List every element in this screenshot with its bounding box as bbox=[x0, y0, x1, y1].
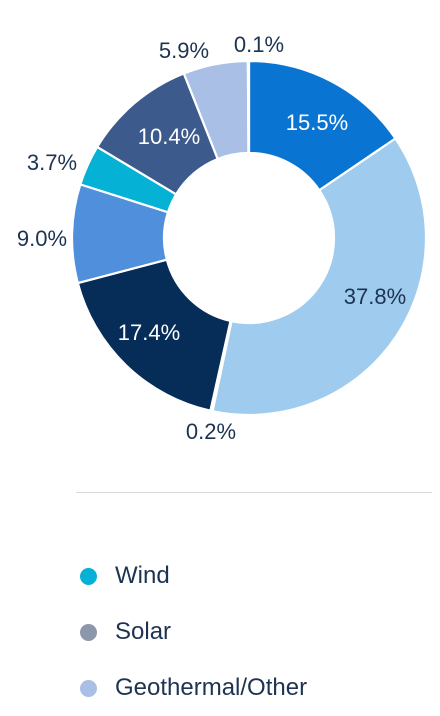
legend-divider bbox=[76, 492, 432, 493]
slice-label-2: 0.2% bbox=[186, 419, 236, 444]
slice-label-1: 37.8% bbox=[344, 284, 406, 309]
slice-label-6: 10.4% bbox=[138, 124, 200, 149]
slice-3 bbox=[76, 258, 232, 412]
slice-labels-group: 15.5% 37.8% 0.2% 17.4% 9.0% 3.7% 10.4% 5.9% 0.1% bbox=[17, 32, 406, 444]
slices-group bbox=[70, 59, 428, 417]
slice-1 bbox=[211, 137, 428, 417]
donut-chart: 15.5% 37.8% 0.2% 17.4% 9.0% 3.7% 10.4% 5.9% 0.1%… bbox=[17, 32, 432, 701]
slice-label-7: 5.9% bbox=[159, 38, 209, 63]
slice-label-0: 15.5% bbox=[286, 110, 348, 135]
donut-plot: 15.5% 37.8% 0.2% 17.4% 9.0% 3.7% 10.4% 5.9% 0.1% bbox=[17, 32, 428, 444]
legend-swatch-wind bbox=[80, 567, 97, 585]
legend-label-wind: Wind bbox=[115, 562, 170, 589]
slice-label-3: 17.4% bbox=[118, 320, 180, 345]
legend-swatch-solar bbox=[80, 623, 97, 641]
legend-item-solar: Solar bbox=[80, 604, 307, 660]
slice-label-8: 0.1% bbox=[234, 32, 284, 57]
legend-label-solar: Solar bbox=[115, 618, 172, 645]
legend-item-geothermal-other: Geothermal/Other bbox=[80, 660, 307, 716]
slice-8 bbox=[246, 59, 251, 155]
slice-label-5: 3.7% bbox=[27, 150, 77, 175]
legend-label-geothermal-other: Geothermal/Other bbox=[115, 674, 308, 701]
legend-item-wind: Wind bbox=[80, 548, 307, 604]
slice-label-4: 9.0% bbox=[17, 226, 67, 251]
slice-0 bbox=[247, 59, 397, 192]
legend: Wind Solar Geothermal/Other bbox=[80, 548, 307, 716]
legend-swatch-geothermal-other bbox=[80, 679, 97, 697]
